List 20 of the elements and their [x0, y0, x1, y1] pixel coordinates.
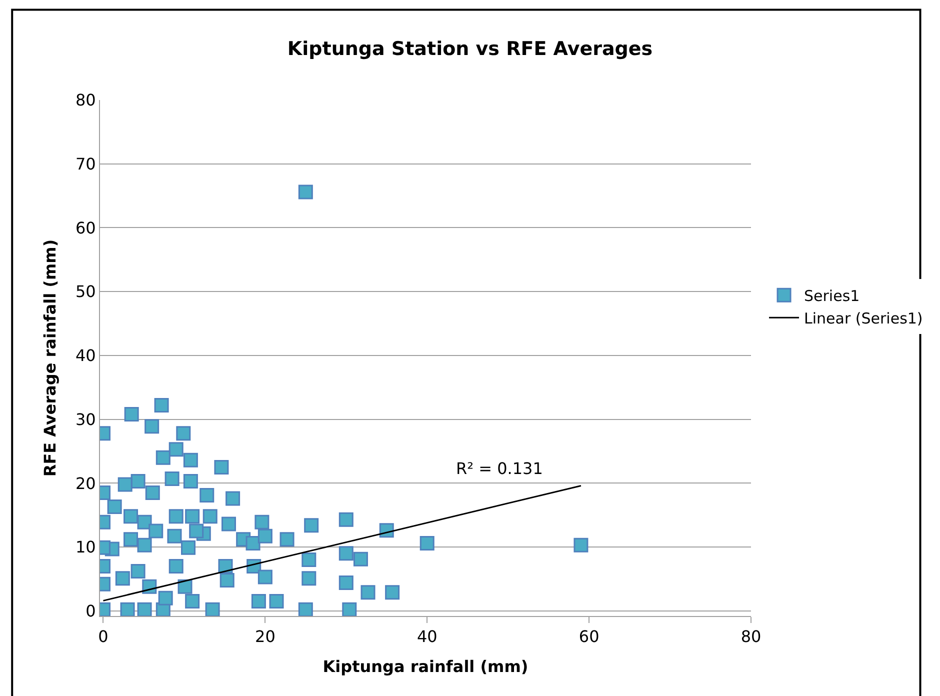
y-tick-label: 50 [75, 282, 96, 302]
y-tick-label: 10 [75, 538, 96, 557]
y-tick-label: 70 [75, 154, 96, 174]
y-tick-label: 80 [75, 90, 96, 110]
y-tick-label: 60 [75, 218, 96, 238]
chart-title: Kiptunga Station vs RFE Averages [287, 38, 653, 60]
x-tick-label: 80 [740, 627, 762, 646]
y-tick-label: 40 [75, 346, 96, 366]
x-tick-label: 60 [578, 627, 600, 646]
y-tick-label: 30 [75, 410, 96, 429]
x-tick-label: 0 [98, 627, 108, 646]
y-axis-title: RFE Average rainfall (mm) [40, 239, 60, 477]
y-tick-label: 20 [75, 474, 96, 493]
legend-label: Series1 [804, 287, 860, 305]
y-tick-label: 0 [86, 601, 96, 620]
x-tick-label: 20 [255, 627, 276, 646]
annotation: R² = 0.131 [456, 459, 543, 478]
legend-label: Linear (Series1) [804, 310, 923, 328]
x-tick-label: 40 [416, 627, 438, 646]
x-axis-title: Kiptunga rainfall (mm) [322, 656, 528, 676]
